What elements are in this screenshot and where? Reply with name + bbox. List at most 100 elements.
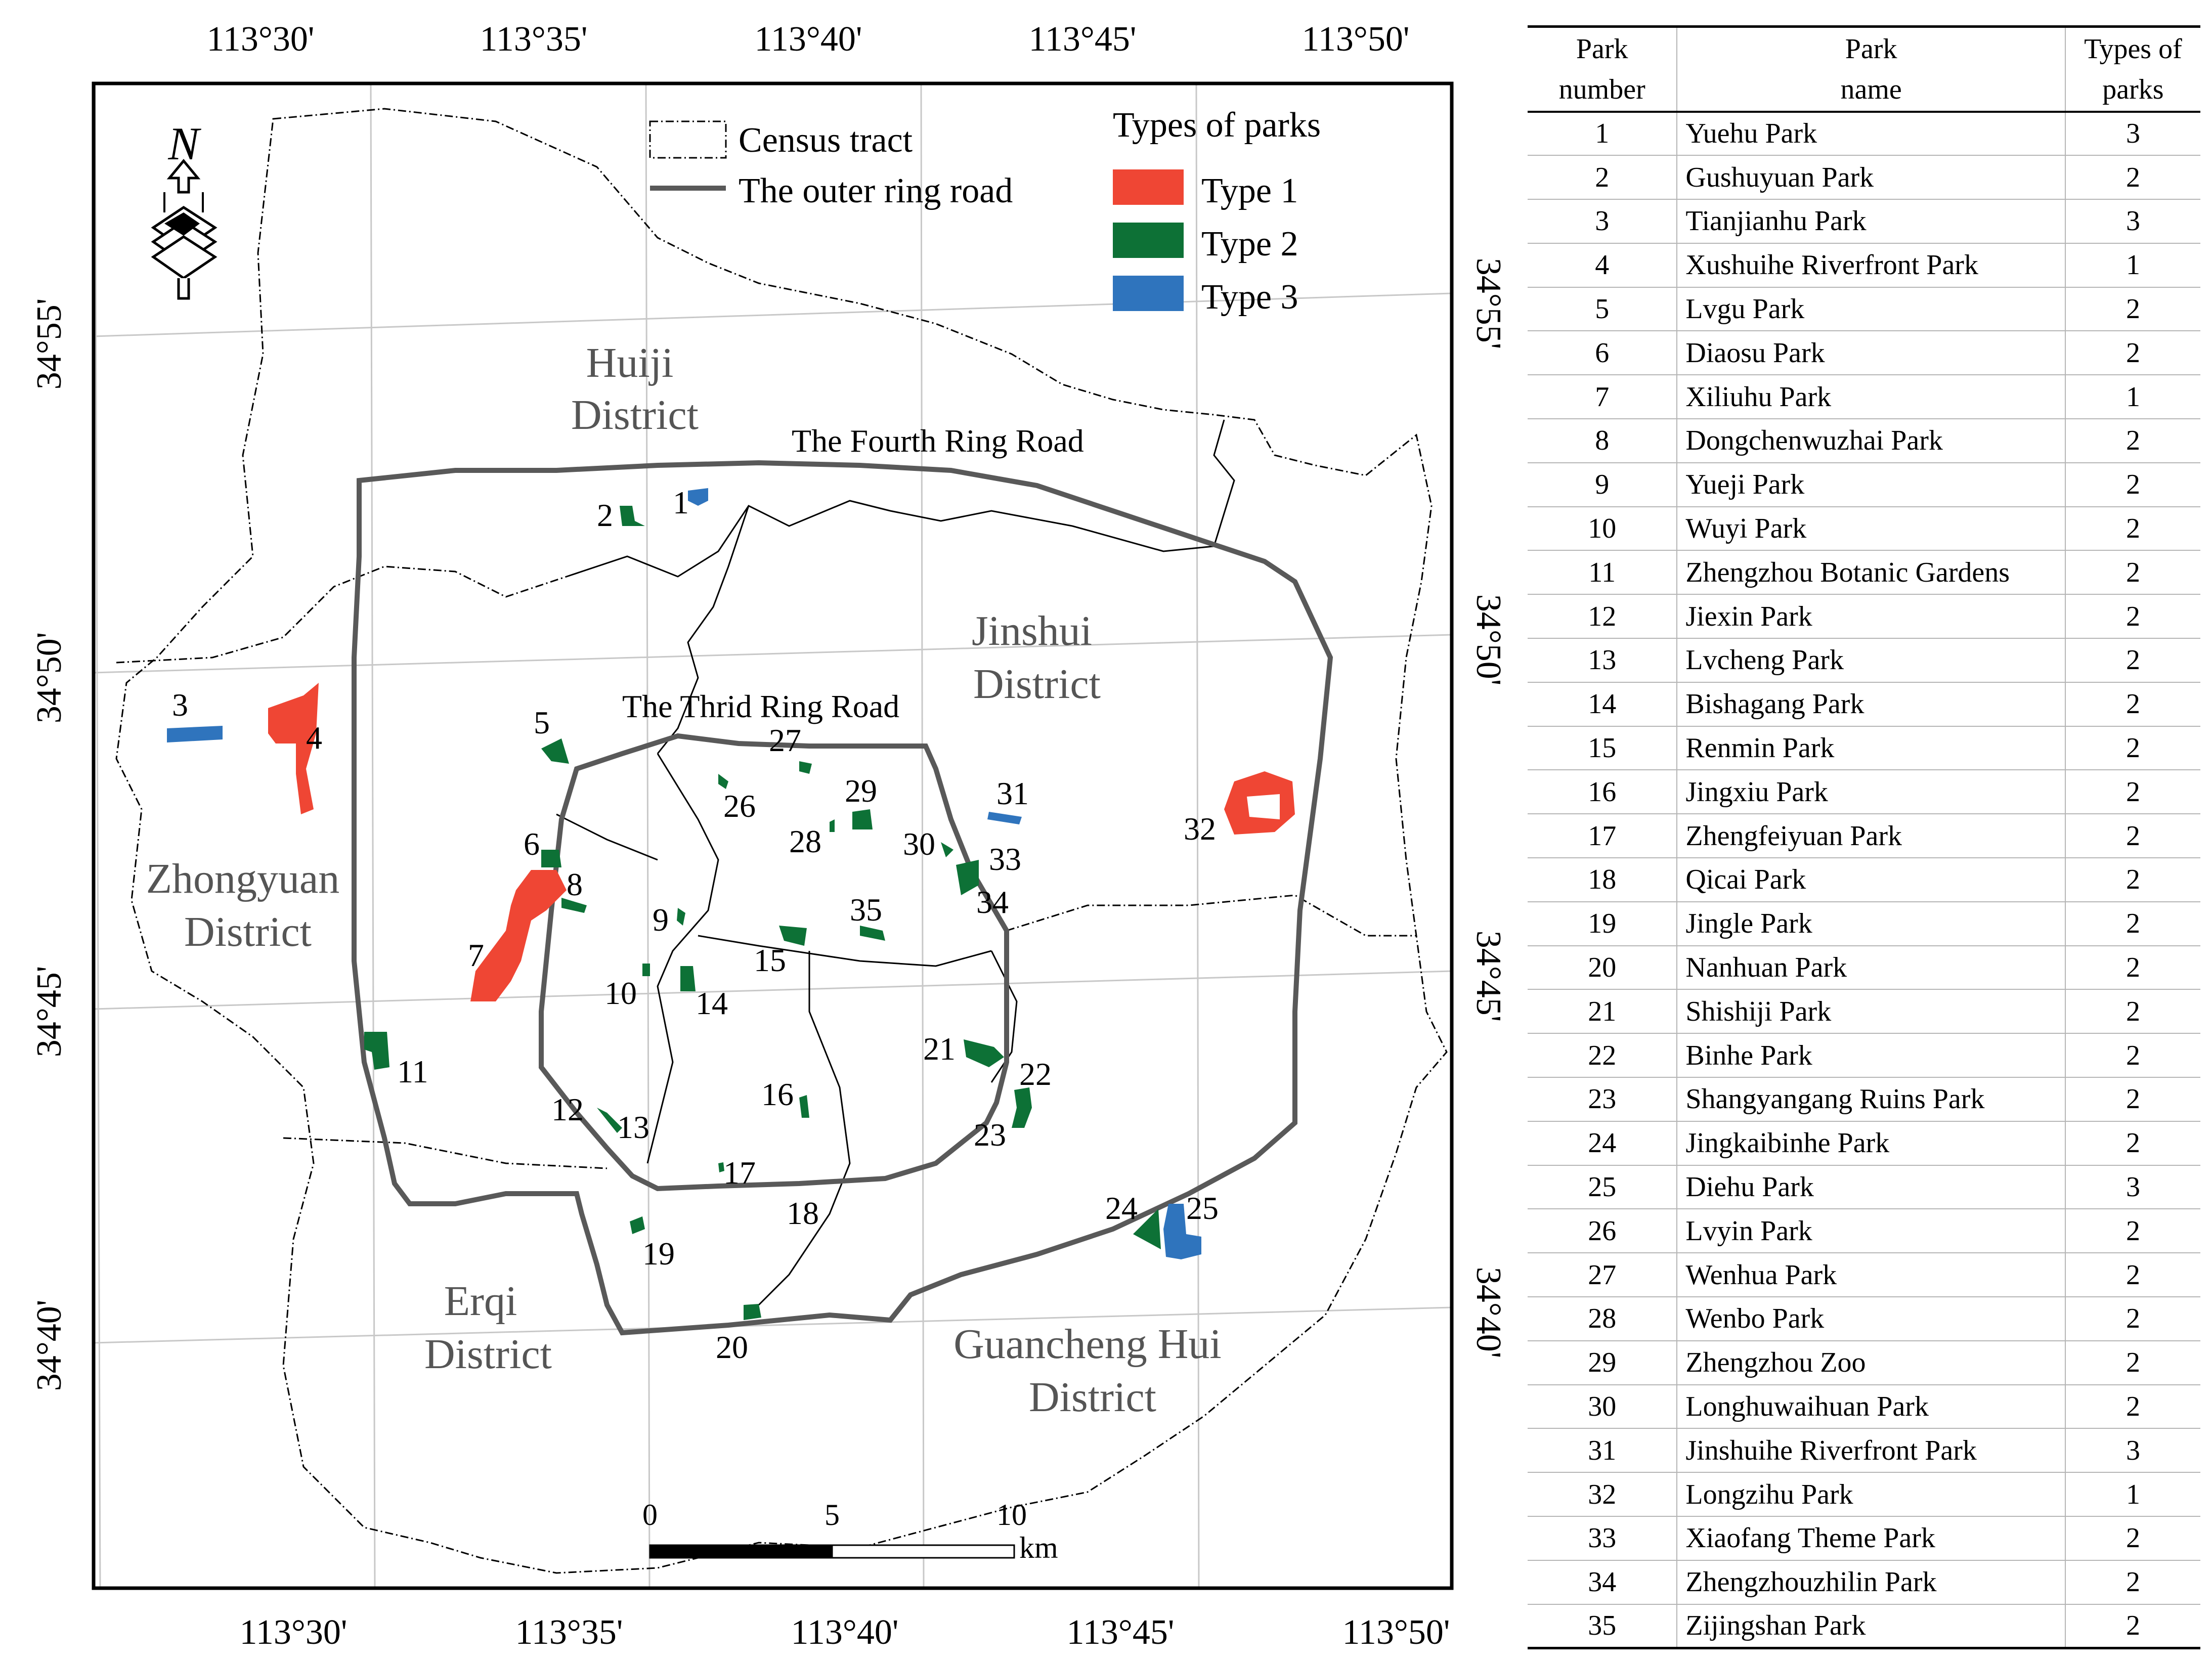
parks-layer	[167, 488, 1295, 1320]
park-name-cell: Zhengzhouzhilin Park	[1677, 1560, 2066, 1605]
park-type-cell: 2	[2065, 901, 2200, 946]
table-row: 4 Xushuihe Riverfront Park 1	[1528, 243, 2200, 288]
table-row: 18 Qicai Park 2	[1528, 858, 2200, 902]
park-label: 16	[761, 1076, 794, 1112]
table-row: 30 Longhuwaihuan Park 2	[1528, 1384, 2200, 1429]
park-type-cell: 2	[2065, 331, 2200, 376]
park-name-cell: Yueji Park	[1677, 462, 2066, 507]
left-latitude-labels: 34°55' 34°50' 34°45' 34°40'	[30, 298, 69, 1391]
header-park-name: Park name	[1677, 26, 2066, 113]
table-row: 5 Lvgu Park 2	[1528, 287, 2200, 332]
type1-legend-label: Type 1	[1201, 171, 1298, 210]
park-number-cell: 22	[1528, 1033, 1678, 1078]
park-label: 19	[642, 1236, 675, 1272]
table-row: 15 Renmin Park 2	[1528, 726, 2200, 771]
park-name-cell: Bishagang Park	[1677, 682, 2066, 727]
header-park-type: Types of parks	[2065, 26, 2200, 113]
outer-ring-legend-label: The outer ring road	[739, 171, 1013, 210]
scale-unit: km	[1019, 1531, 1058, 1564]
park-name-cell: Jiexin Park	[1677, 594, 2066, 639]
park-number-cell: 16	[1528, 770, 1678, 815]
park-type-cell: 2	[2065, 1077, 2200, 1122]
park-name-cell: Zhengfeiyuan Park	[1677, 814, 2066, 859]
park-name-cell: Longhuwaihuan Park	[1677, 1384, 2066, 1429]
park-name-cell: Shangyangang Ruins Park	[1677, 1077, 2066, 1122]
park-number-cell: 17	[1528, 814, 1678, 859]
lon-label: 113°40'	[791, 1613, 898, 1652]
header-text: Park	[1845, 33, 1897, 65]
park-number-labels: 1 2 3 4 5 6 7 8 9 10 11 12 13 14 15 16 1…	[172, 485, 1219, 1365]
table-row: 34 Zhengzhouzhilin Park 2	[1528, 1560, 2200, 1605]
tract-lines-fine	[556, 419, 1235, 1306]
park-number-cell: 34	[1528, 1560, 1678, 1605]
header-text: number	[1558, 73, 1645, 105]
park-name-cell: Lvyin Park	[1677, 1209, 2066, 1254]
table-row: 8 Dongchenwuzhai Park 2	[1528, 419, 2200, 463]
park-label: 21	[923, 1031, 956, 1067]
park-type1-longzihu	[1224, 771, 1295, 835]
park-type-cell: 2	[2065, 550, 2200, 595]
park-label: 32	[1184, 811, 1216, 847]
park-label: 4	[306, 720, 322, 756]
table-row: 20 Nanhuan Park 2	[1528, 945, 2200, 990]
park-label: 28	[789, 823, 821, 859]
table-row: 1 Yuehu Park 3	[1528, 111, 2200, 156]
park-number-cell: 35	[1528, 1604, 1678, 1649]
park-number-cell: 31	[1528, 1428, 1678, 1473]
park-name-cell: Xiaofang Theme Park	[1677, 1516, 2066, 1561]
district-erqi-line1: Erqi	[444, 1278, 517, 1325]
park-number-cell: 33	[1528, 1516, 1678, 1561]
park-number-cell: 13	[1528, 638, 1678, 683]
table-row: 35 Zijingshan Park 2	[1528, 1604, 2200, 1649]
district-labels: Huiji District Jinshui District Zhongyua…	[146, 339, 1222, 1421]
park-type3-yuehu	[688, 488, 708, 506]
park-number-cell: 21	[1528, 989, 1678, 1034]
park-label: 1	[673, 485, 689, 520]
park-name-cell: Zhengzhou Zoo	[1677, 1340, 2066, 1385]
park-label: 2	[597, 497, 613, 533]
park-type-cell: 2	[2065, 1604, 2200, 1649]
park-type-cell: 2	[2065, 1121, 2200, 1166]
graticule	[93, 83, 1452, 1589]
park-type-cell: 2	[2065, 1340, 2200, 1385]
park-type-cell: 2	[2065, 1384, 2200, 1429]
park-label: 34	[976, 884, 1009, 920]
park-type-cell: 2	[2065, 989, 2200, 1034]
lon-label: 113°35'	[515, 1613, 623, 1652]
park-number-cell: 24	[1528, 1121, 1678, 1166]
table-row: 28 Wenbo Park 2	[1528, 1297, 2200, 1341]
lon-label: 113°50'	[1302, 20, 1409, 59]
park-name-cell: Diaosu Park	[1677, 331, 2066, 376]
table-row: 21 Shishiji Park 2	[1528, 989, 2200, 1034]
park-name-cell: Diehu Park	[1677, 1165, 2066, 1210]
park-name-cell: Yuehu Park	[1677, 111, 2066, 156]
park-number-cell: 8	[1528, 419, 1678, 463]
table-row: 29 Zhengzhou Zoo 2	[1528, 1340, 2200, 1385]
fourth-ring-road	[352, 460, 1333, 1336]
table-row: 22 Binhe Park 2	[1528, 1033, 2200, 1078]
park-label: 6	[524, 826, 540, 862]
park-label: 13	[617, 1109, 649, 1145]
park-type-cell: 3	[2065, 111, 2200, 156]
park-name-cell: Dongchenwuzhai Park	[1677, 419, 2066, 463]
park-number-cell: 28	[1528, 1297, 1678, 1341]
park-label: 15	[754, 942, 786, 978]
table-body: 1 Yuehu Park 3 2 Gushuyuan Park 2 3 Tianjianhu …	[1528, 111, 2200, 1649]
lat-label: 34°45'	[30, 966, 69, 1058]
table-row: 26 Lvyin Park 2	[1528, 1209, 2200, 1254]
lat-label: 34°45'	[1469, 931, 1508, 1022]
park-type-cell: 2	[2065, 814, 2200, 859]
park-type-cell: 2	[2065, 638, 2200, 683]
scale-label-0: 0	[642, 1498, 658, 1532]
table-row: 23 Shangyangang Ruins Park 2	[1528, 1077, 2200, 1122]
park-label: 30	[903, 826, 935, 862]
table-row: 32 Longzihu Park 1	[1528, 1472, 2200, 1517]
park-name-cell: Gushuyuan Park	[1677, 155, 2066, 200]
park-name-cell: Zhengzhou Botanic Gardens	[1677, 550, 2066, 595]
scale-bar: 0 5 10 km	[642, 1498, 1058, 1564]
park-type-cell: 2	[2065, 1516, 2200, 1561]
header-park-number: Park number	[1528, 26, 1678, 113]
park-number-cell: 29	[1528, 1340, 1678, 1385]
lat-label: 34°55'	[30, 298, 69, 390]
park-type-cell: 3	[2065, 1428, 2200, 1473]
